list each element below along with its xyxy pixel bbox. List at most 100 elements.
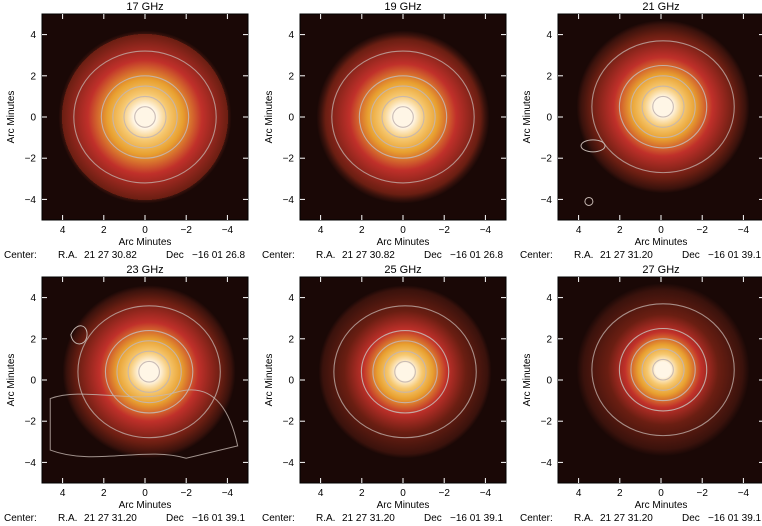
- panel-plot: 4 4 2 2 0 0 −2 −2 −4 −4 19 GHz Arc Minutes Arc Minut…: [262, 1, 507, 261]
- y-tick-label: −4: [541, 458, 553, 469]
- y-tick-label: 0: [288, 113, 294, 124]
- y-tick-label: 2: [288, 71, 294, 82]
- source-emission: [318, 285, 492, 459]
- dec-value: −16 01 39.1: [708, 250, 762, 261]
- ra-label: R.A.: [574, 250, 593, 261]
- x-tick-label: 0: [400, 225, 406, 236]
- ra-value: 21 27 31.20: [342, 513, 395, 524]
- center-prefix: Center:: [262, 250, 295, 261]
- x-tick-label: 0: [658, 488, 664, 499]
- x-tick-label: −4: [222, 488, 234, 499]
- y-tick-label: 0: [288, 376, 294, 387]
- panel-17-ghz: 4 4 2 2 0 0 −2 −2 −4 −4 17 GHz Arc Minutes Arc Minut…: [0, 0, 254, 263]
- contour-line: [358, 75, 448, 159]
- ra-value: 21 27 31.20: [84, 513, 137, 524]
- x-tick-label: −4: [222, 225, 234, 236]
- source-emission: [62, 285, 236, 459]
- x-tick-label: 2: [101, 488, 107, 499]
- panel-plot: 4 4 2 2 0 0 −2 −2 −4 −4 23 GHz Arc Minutes Arc Minut…: [4, 264, 249, 524]
- contour-line: [652, 95, 674, 118]
- contour-line: [372, 340, 438, 404]
- panel-21-ghz: 4 4 2 2 0 0 −2 −2 −4 −4 21 GHz Arc Minutes Arc Minut…: [516, 0, 762, 263]
- y-axis-label: Arc Minutes: [522, 354, 533, 407]
- y-axis-label: Arc Minutes: [264, 91, 275, 144]
- y-tick-label: 4: [546, 30, 552, 41]
- source-emission: [576, 283, 750, 457]
- x-tick-label: −2: [180, 488, 192, 499]
- contour-line: [104, 330, 194, 414]
- x-tick-label: 4: [576, 225, 582, 236]
- contour-line: [394, 360, 416, 383]
- y-tick-label: −2: [25, 417, 37, 428]
- ra-value: 21 27 31.20: [600, 513, 653, 524]
- y-tick-label: −2: [283, 417, 295, 428]
- contour-line: [370, 85, 436, 149]
- x-tick-label: −4: [738, 488, 750, 499]
- y-axis-label: Arc Minutes: [264, 354, 275, 407]
- panel-plot: 4 4 2 2 0 0 −2 −2 −4 −4 21 GHz Arc Minutes Arc Minut…: [520, 1, 762, 261]
- ra-value: 21 27 31.20: [600, 250, 653, 261]
- dec-value: −16 01 39.1: [450, 513, 504, 524]
- x-tick-label: 4: [318, 488, 324, 499]
- contour-line: [116, 340, 182, 404]
- center-prefix: Center:: [520, 513, 553, 524]
- contour-line: [641, 348, 685, 391]
- noise-contour: [49, 389, 239, 459]
- x-axis-label: Arc Minutes: [377, 237, 430, 248]
- y-tick-label: 0: [546, 376, 552, 387]
- dec-label: Dec: [166, 513, 184, 524]
- ra-label: R.A.: [316, 250, 335, 261]
- y-tick-label: −4: [25, 458, 37, 469]
- x-tick-label: 2: [617, 225, 623, 236]
- dec-label: Dec: [424, 250, 442, 261]
- contour-line: [630, 338, 696, 402]
- y-tick-label: −2: [25, 154, 37, 165]
- contour-line: [138, 360, 160, 383]
- panel-27-ghz: 4 4 2 2 0 0 −2 −2 −4 −4 27 GHz Arc Minutes Arc Minut…: [516, 263, 762, 526]
- contour-line: [100, 75, 190, 159]
- dec-label: Dec: [166, 250, 184, 261]
- x-tick-label: −2: [438, 225, 450, 236]
- center-prefix: Center:: [520, 250, 553, 261]
- ra-value: 21 27 30.82: [342, 250, 395, 261]
- x-tick-label: 4: [576, 488, 582, 499]
- source-emission: [58, 30, 232, 204]
- contour-line: [333, 305, 477, 439]
- x-tick-label: −2: [180, 225, 192, 236]
- panel-title: 27 GHz: [642, 264, 679, 276]
- contour-line: [392, 106, 414, 128]
- y-tick-label: −4: [25, 195, 37, 206]
- y-tick-label: 4: [546, 293, 552, 304]
- ra-value: 21 27 30.82: [84, 250, 137, 261]
- y-tick-label: −2: [283, 154, 295, 165]
- panel-plot: 4 4 2 2 0 0 −2 −2 −4 −4 27 GHz Arc Minutes Arc Minut…: [520, 264, 762, 524]
- contour-line: [381, 95, 425, 139]
- y-tick-label: −4: [283, 195, 295, 206]
- contour-line: [618, 327, 708, 412]
- x-axis-label: Arc Minutes: [635, 237, 688, 248]
- panel-title: 25 GHz: [384, 264, 421, 276]
- source-emission: [576, 20, 750, 194]
- x-axis-label: Arc Minutes: [377, 500, 430, 511]
- contour-line: [360, 330, 450, 414]
- x-tick-label: 2: [101, 225, 107, 236]
- source-emission: [316, 30, 490, 204]
- center-prefix: Center:: [4, 513, 37, 524]
- panel-title: 19 GHz: [384, 1, 421, 13]
- center-prefix: Center:: [4, 250, 37, 261]
- y-tick-label: −4: [541, 195, 553, 206]
- y-tick-label: 4: [288, 293, 294, 304]
- x-tick-label: −2: [696, 225, 708, 236]
- noise-contour: [584, 196, 594, 206]
- x-tick-label: 4: [60, 225, 66, 236]
- x-axis-label: Arc Minutes: [119, 237, 172, 248]
- dec-label: Dec: [682, 250, 700, 261]
- contour-line: [591, 40, 735, 174]
- y-tick-label: 0: [546, 113, 552, 124]
- contour-line: [331, 50, 475, 184]
- contour-line: [127, 350, 171, 393]
- x-tick-label: −2: [696, 488, 708, 499]
- x-tick-label: 4: [318, 225, 324, 236]
- y-tick-label: 2: [30, 334, 36, 345]
- contour-line: [618, 64, 708, 149]
